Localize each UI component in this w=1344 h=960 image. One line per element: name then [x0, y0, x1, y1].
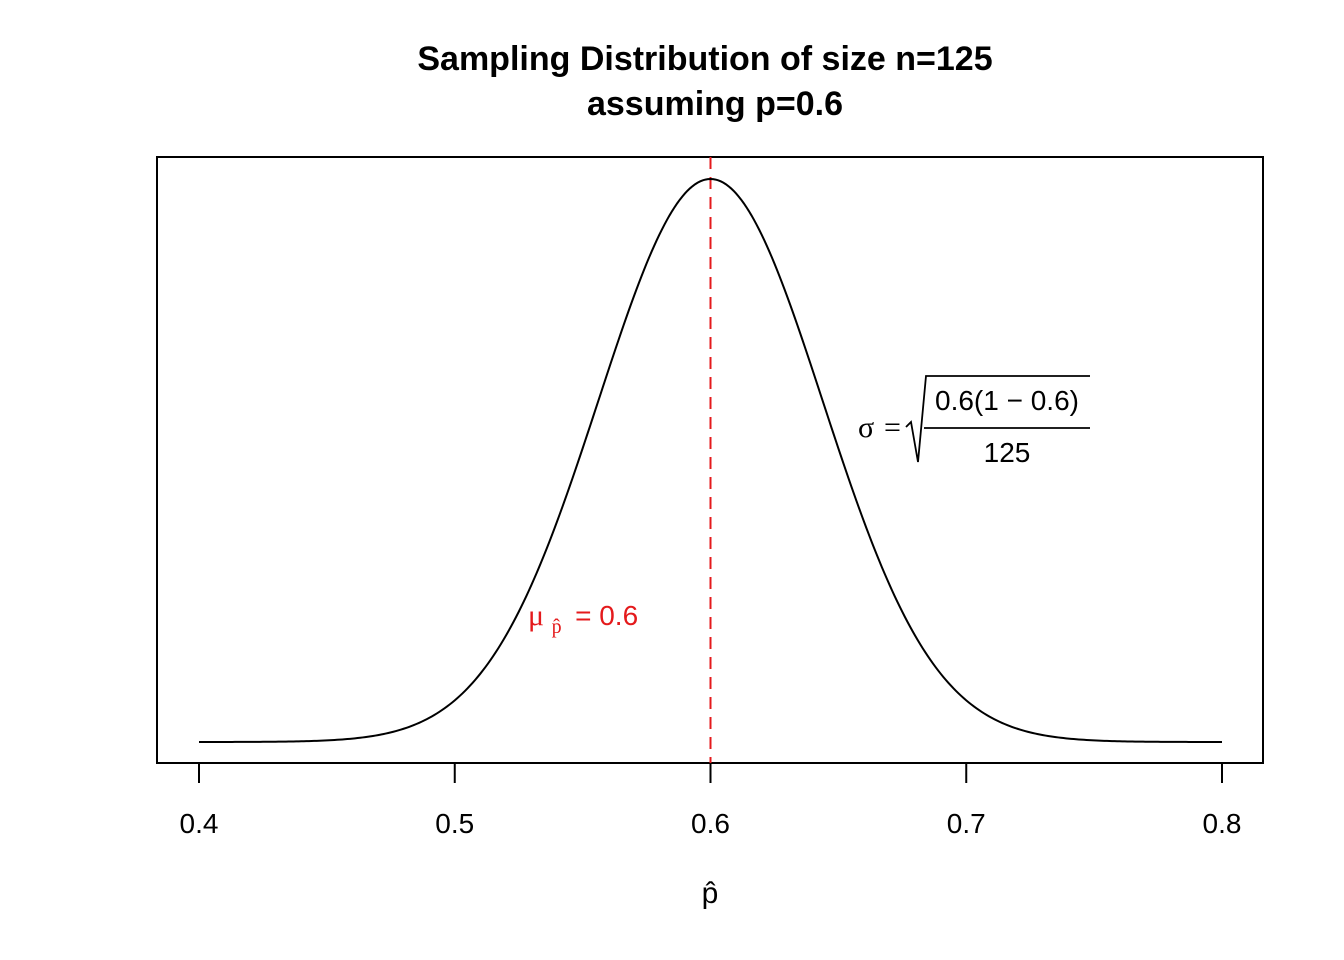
x-tick-label: 0.4 — [180, 808, 219, 839]
sqrt-sign — [905, 375, 1090, 463]
x-tick-label: 0.6 — [691, 808, 730, 839]
x-axis: 0.4 0.5 0.6 0.7 0.8 — [180, 762, 1242, 839]
chart-title-line1: Sampling Distribution of size n=125 — [417, 40, 992, 78]
x-axis-label: p̂ — [702, 877, 719, 910]
sigma-denominator: 125 — [984, 437, 1031, 468]
sigma-equals: = — [884, 411, 901, 444]
mean-annotation: μ p̂ = 0.6 — [528, 599, 638, 640]
mu-subscript: p̂ — [552, 616, 562, 638]
sigma-symbol: σ — [858, 411, 874, 444]
mu-symbol: μ — [528, 599, 544, 632]
density-curve — [199, 177, 1222, 743]
sigma-annotation: σ = 0.6(1 − 0.6) 125 — [858, 375, 1090, 468]
x-tick-label: 0.8 — [1203, 808, 1242, 839]
svg-text:μ p̂ = 0.6: μ p̂ = 0.6 — [528, 599, 638, 640]
sigma-numerator: 0.6(1 − 0.6) — [935, 385, 1079, 416]
chart-title-line2: assuming p=0.6 — [587, 85, 843, 123]
x-tick-label: 0.7 — [947, 808, 986, 839]
mu-value: = 0.6 — [575, 600, 638, 631]
x-tick-label: 0.5 — [435, 808, 474, 839]
